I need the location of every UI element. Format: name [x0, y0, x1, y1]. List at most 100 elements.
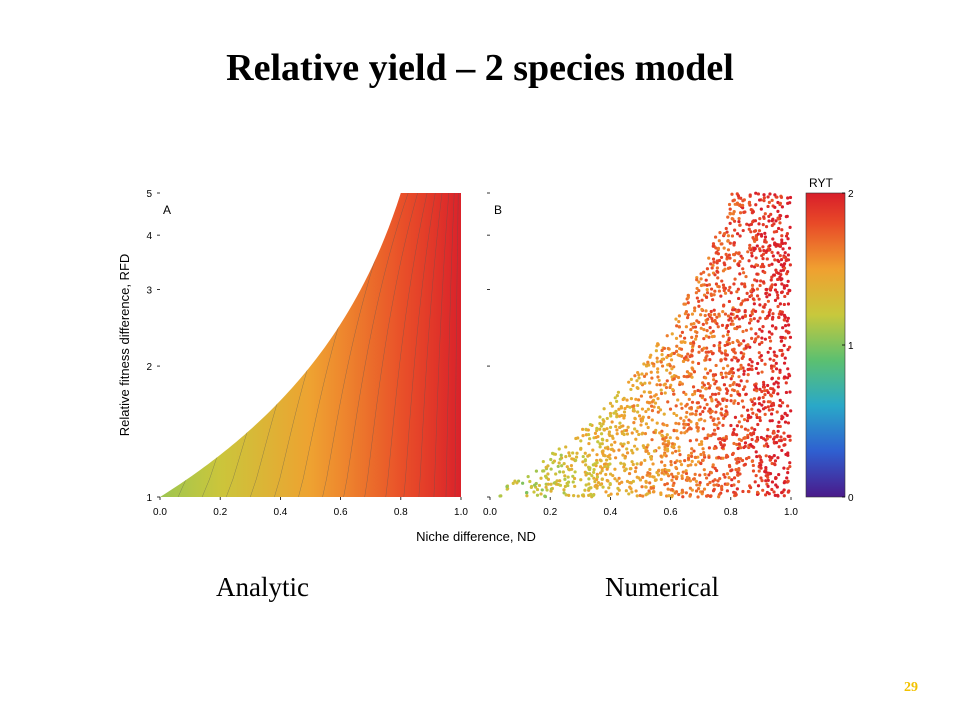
data-point: [675, 459, 679, 463]
data-point: [732, 401, 736, 405]
data-point: [732, 476, 737, 480]
data-point: [717, 285, 721, 289]
data-point: [750, 360, 754, 364]
data-point: [714, 379, 718, 384]
data-point: [750, 251, 754, 255]
data-point: [622, 413, 627, 418]
data-point: [713, 289, 717, 293]
data-point: [774, 219, 778, 223]
data-point: [562, 491, 566, 495]
data-point: [678, 452, 682, 457]
data-point: [686, 313, 690, 317]
data-point: [714, 246, 718, 250]
data-point: [735, 314, 739, 318]
data-point: [747, 227, 751, 231]
data-point: [781, 415, 785, 420]
data-point: [656, 343, 660, 347]
data-point: [669, 354, 673, 358]
data-point: [704, 295, 709, 299]
data-point: [752, 317, 756, 321]
data-point: [759, 353, 763, 358]
contour-line: [343, 193, 409, 497]
data-point: [676, 375, 681, 380]
data-point: [669, 460, 673, 464]
data-point: [778, 348, 782, 353]
data-point: [617, 482, 622, 486]
data-point: [730, 192, 734, 196]
data-point: [706, 482, 710, 487]
data-point: [582, 494, 586, 498]
data-point: [629, 487, 633, 491]
data-point: [689, 372, 693, 376]
contour-line: [364, 193, 418, 497]
data-point: [763, 270, 767, 275]
data-point: [633, 469, 638, 474]
data-point: [755, 490, 760, 494]
data-point: [699, 272, 703, 276]
data-point: [722, 383, 727, 387]
data-point: [710, 266, 714, 270]
data-point: [752, 246, 757, 250]
data-point: [757, 351, 761, 355]
data-point: [702, 383, 706, 387]
data-point: [765, 490, 769, 495]
data-point: [684, 415, 688, 419]
data-point: [711, 244, 715, 248]
data-point: [645, 492, 649, 496]
data-point: [754, 450, 758, 454]
data-point: [712, 446, 716, 451]
data-point: [563, 474, 567, 478]
data-point: [728, 221, 732, 226]
data-point: [741, 206, 745, 210]
data-point: [774, 367, 779, 371]
data-point: [768, 192, 772, 196]
data-point: [721, 397, 725, 401]
data-point: [725, 391, 729, 395]
data-point: [729, 316, 733, 320]
data-point: [675, 413, 679, 418]
data-point: [528, 479, 532, 484]
data-point: [757, 198, 762, 202]
data-point: [697, 483, 702, 487]
data-point: [663, 483, 667, 487]
data-point: [782, 318, 786, 322]
data-point: [758, 249, 762, 253]
data-point: [711, 432, 715, 436]
data-point: [665, 368, 669, 372]
data-point: [750, 364, 754, 368]
data-point: [602, 407, 606, 411]
data-point: [696, 426, 700, 430]
data-point: [731, 367, 735, 371]
data-point: [590, 474, 594, 478]
colorbar-tick-label: 1: [848, 341, 854, 352]
data-point: [736, 287, 740, 291]
data-point: [671, 388, 675, 392]
data-point: [706, 350, 711, 354]
data-point: [737, 309, 741, 313]
data-point: [741, 203, 745, 207]
data-point: [684, 355, 688, 359]
data-point: [759, 265, 763, 269]
data-point: [778, 368, 782, 372]
data-point: [748, 246, 752, 250]
data-point: [674, 477, 679, 481]
data-point: [592, 470, 596, 475]
data-point: [703, 472, 707, 477]
data-point: [773, 459, 778, 463]
data-point: [729, 469, 733, 473]
data-point: [707, 434, 711, 438]
data-point: [699, 452, 703, 457]
data-point: [746, 415, 750, 420]
data-point: [684, 422, 688, 426]
data-point: [583, 488, 587, 492]
data-point: [641, 494, 645, 498]
data-point: [656, 410, 660, 414]
data-point: [613, 396, 617, 400]
data-point: [750, 283, 755, 287]
data-point: [786, 302, 791, 306]
data-point: [614, 456, 618, 460]
data-point: [779, 263, 783, 267]
data-point: [734, 251, 738, 255]
data-point: [786, 479, 790, 483]
data-point: [666, 363, 670, 367]
